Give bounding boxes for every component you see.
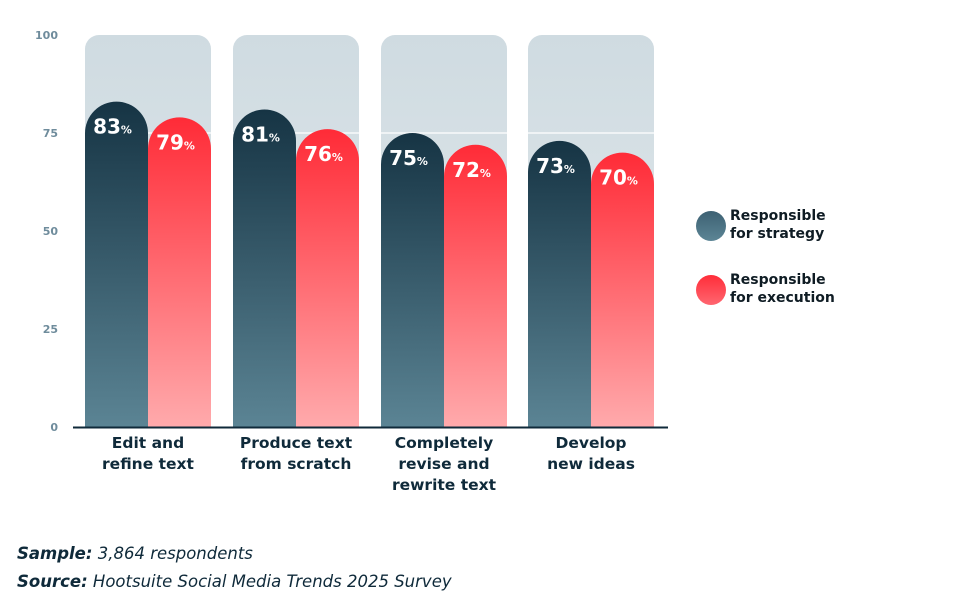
bar-value-label: 81% (241, 122, 280, 146)
y-tick-label: 25 (43, 323, 58, 336)
y-tick-label: 75 (43, 127, 58, 140)
x-category-label: new ideas (547, 455, 635, 473)
bar-execution (444, 144, 507, 427)
legend-label-line2: for execution (730, 290, 835, 306)
bar-strategy (528, 140, 591, 427)
bar-value-label: 72% (452, 158, 491, 182)
bar-execution (148, 117, 211, 427)
legend-item-execution: Responsible for execution (696, 271, 896, 311)
x-category-label: Edit and (112, 434, 184, 452)
bar-value-label: 75% (389, 146, 428, 170)
legend-label-line2: for strategy (730, 226, 825, 242)
bar-value-label: 76% (304, 142, 343, 166)
legend-label-line1: Responsible (730, 272, 826, 288)
bar-strategy (381, 133, 444, 427)
chart-notes: Sample: 3,864 respondents Source: Hootsu… (17, 542, 452, 598)
source-value: Hootsuite Social Media Trends 2025 Surve… (87, 572, 452, 591)
bar-chart: 83% 79% 81% 76% 75% 72% 73% 70% 0 25 50 75 100 Edit … (35, 29, 668, 494)
bar-execution (296, 129, 359, 427)
bar-strategy (85, 101, 148, 427)
legend-item-strategy: Responsible for strategy (696, 207, 896, 247)
bar-value-label: 70% (599, 166, 638, 190)
bar-value-label: 79% (156, 130, 195, 154)
x-category-label: Completely (395, 434, 493, 452)
x-category-label: from scratch (241, 455, 352, 473)
x-category-label: Produce text (240, 434, 353, 452)
source-note: Source: Hootsuite Social Media Trends 20… (17, 570, 452, 598)
y-tick-label: 0 (50, 421, 58, 434)
sample-label: Sample: (17, 544, 93, 563)
bar-execution (591, 152, 654, 427)
bar-strategy (233, 109, 296, 427)
y-tick-label: 100 (35, 29, 58, 42)
x-category-label: rewrite text (392, 476, 497, 494)
source-label: Source: (17, 572, 88, 591)
x-category-label: Develop (555, 434, 626, 452)
x-category-label: refine text (102, 455, 195, 473)
y-tick-label: 50 (43, 225, 59, 238)
legend-label-line1: Responsible (730, 208, 826, 224)
sample-value: 3,864 respondents (92, 544, 253, 563)
legend-swatch-execution (696, 275, 726, 305)
x-category-label: revise and (398, 455, 489, 473)
bar-value-label: 83% (93, 115, 132, 139)
legend-swatch-strategy (696, 211, 726, 241)
bar-value-label: 73% (536, 154, 575, 178)
sample-note: Sample: 3,864 respondents (17, 542, 452, 570)
